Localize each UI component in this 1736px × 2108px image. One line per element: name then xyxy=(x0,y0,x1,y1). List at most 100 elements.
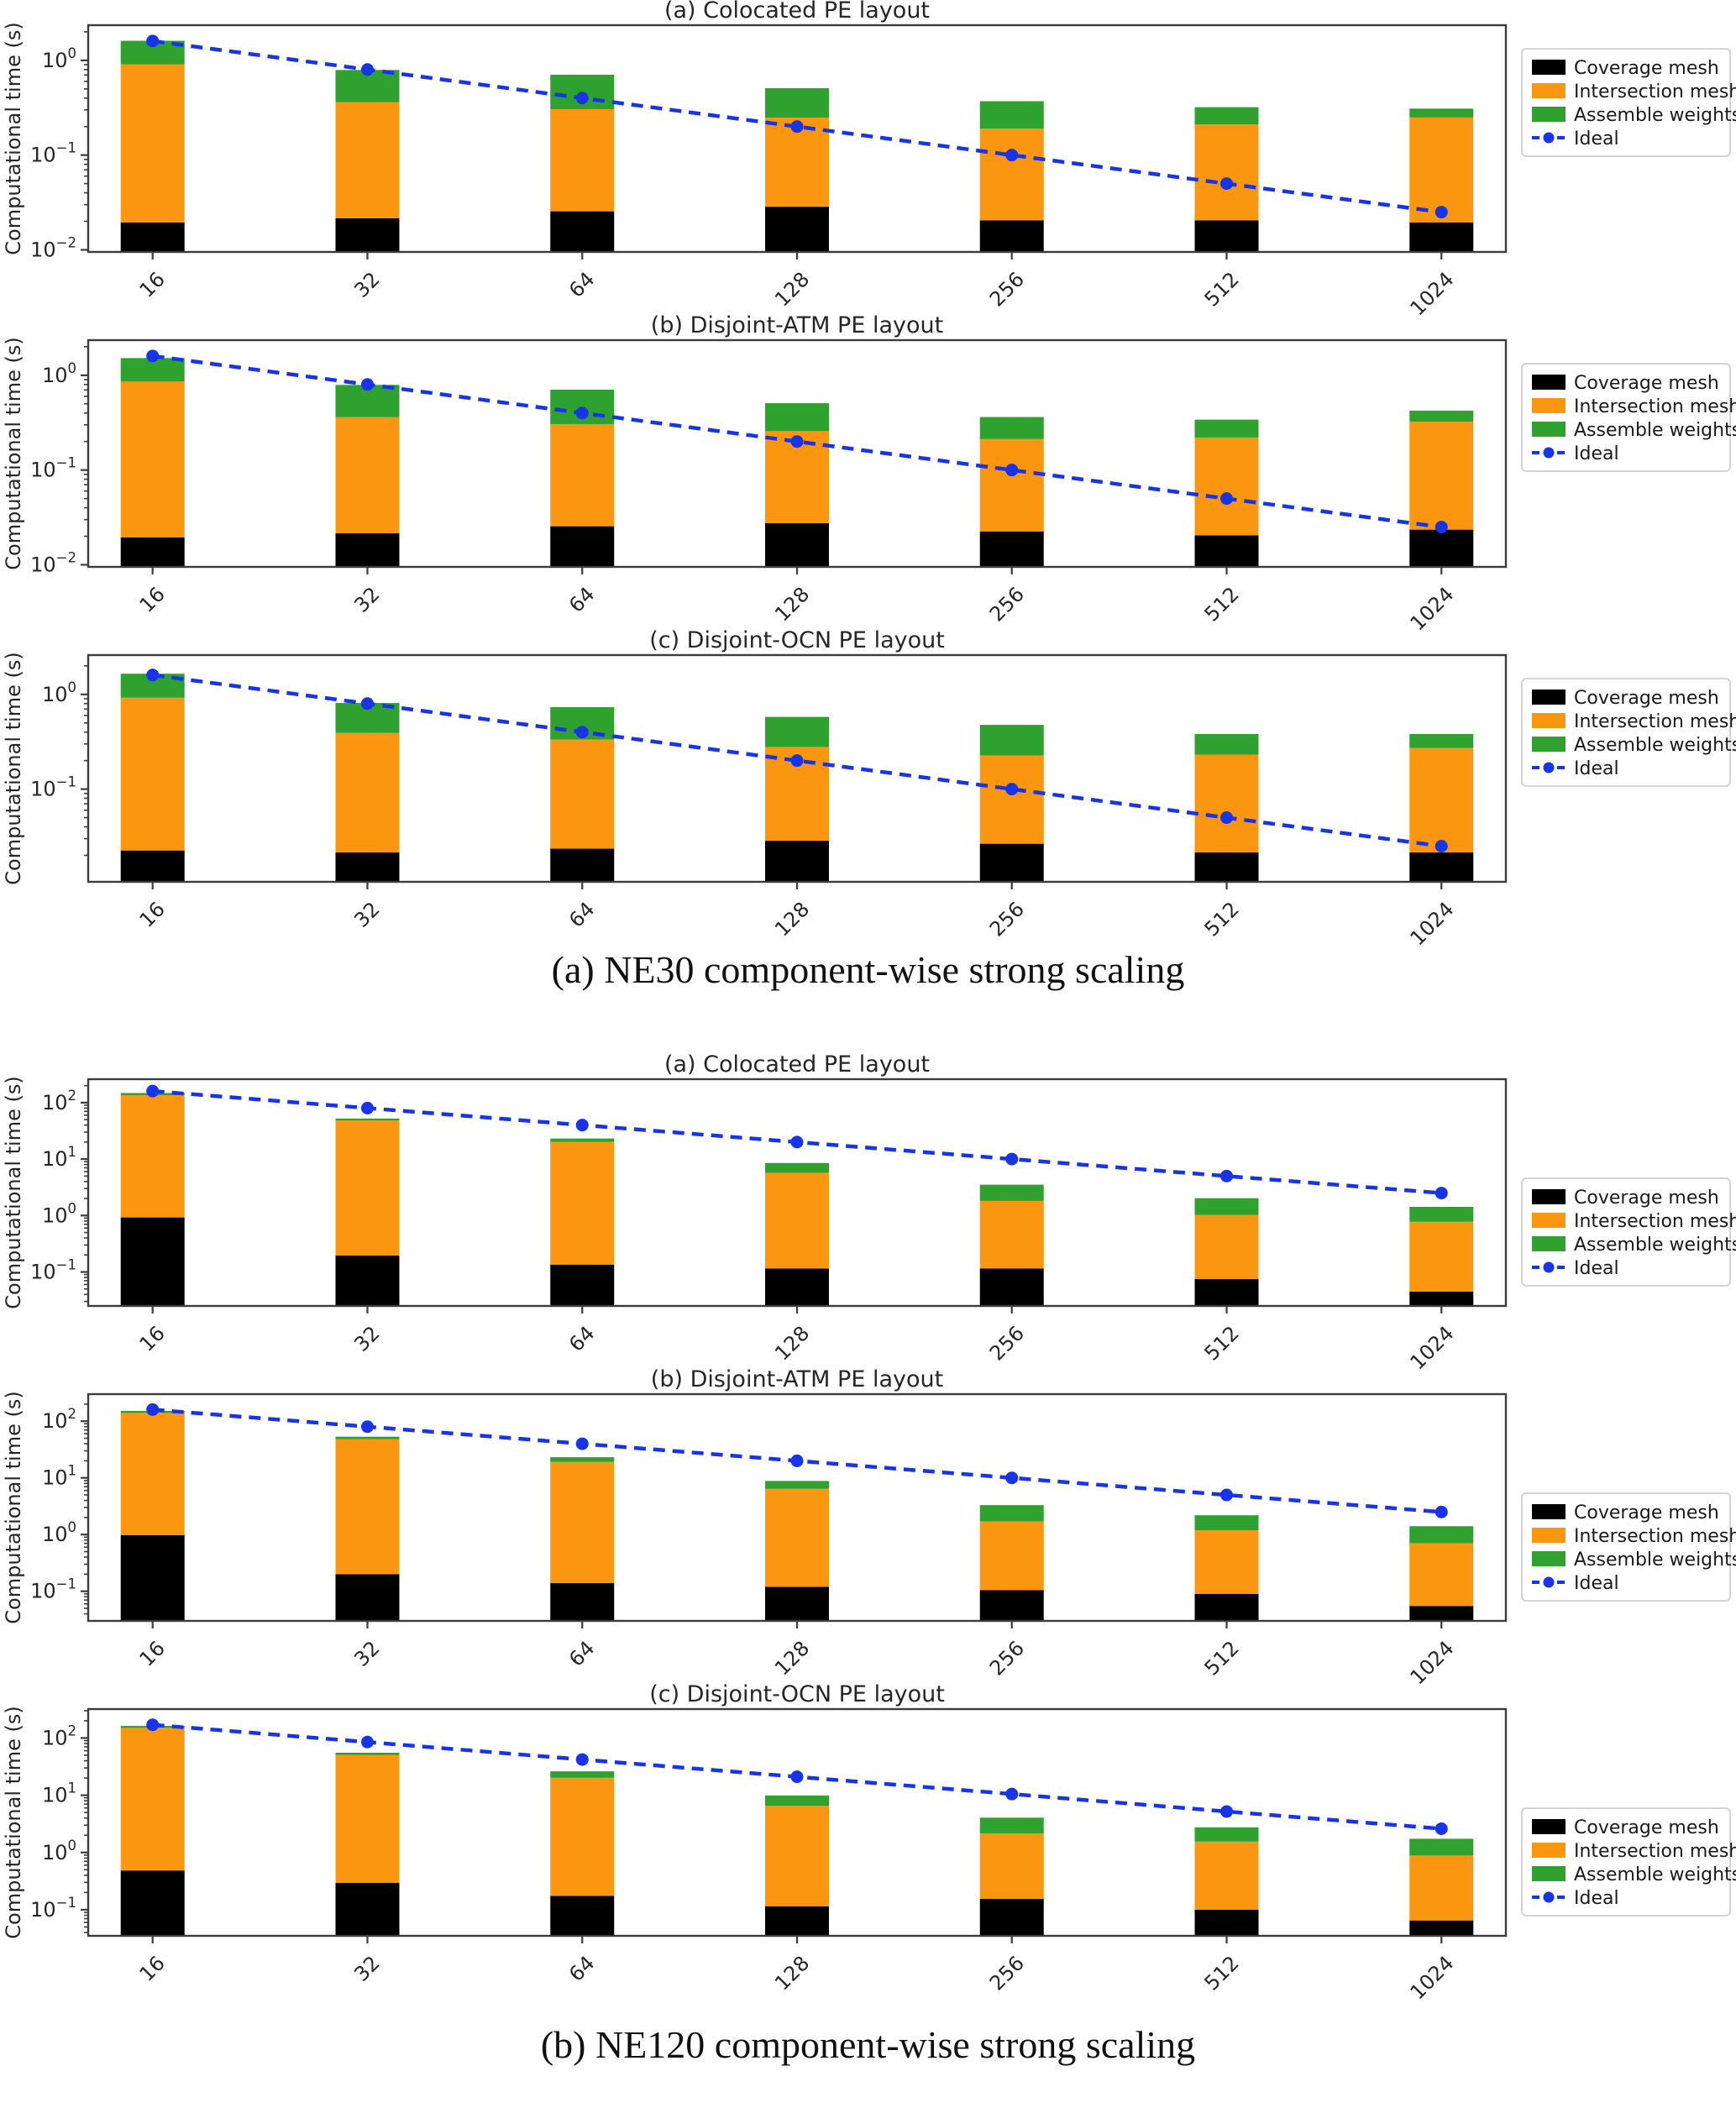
bar-segment-assemble xyxy=(765,1481,829,1489)
bar-segment-coverage xyxy=(120,537,185,567)
bar-segment-intersection xyxy=(120,1095,185,1218)
bar-segment-intersection xyxy=(979,128,1044,221)
legend-dot-ideal xyxy=(1543,132,1555,144)
ideal-point xyxy=(360,697,374,711)
bar-segment-intersection xyxy=(1194,124,1259,221)
bar-segment-assemble xyxy=(550,1771,615,1778)
legend-swatch-intersection-mesh xyxy=(1532,83,1566,98)
legend-swatch-assemble-weights xyxy=(1532,1551,1566,1566)
legend-label-intersection-mesh: Intersection mesh xyxy=(1574,81,1736,102)
bar-segment-coverage xyxy=(979,1590,1044,1621)
y-tick-label: 102 xyxy=(42,1723,76,1749)
bar-segment-assemble xyxy=(335,1752,400,1755)
ideal-point xyxy=(575,1119,589,1132)
bar-segment-assemble xyxy=(1194,1198,1259,1215)
y-tick-label: 101 xyxy=(42,1144,76,1171)
bar-segment-coverage xyxy=(1194,852,1259,882)
legend-box xyxy=(1521,1807,1731,1917)
ideal-point xyxy=(146,669,160,682)
bar-segment-intersection xyxy=(765,1488,829,1587)
x-tick-label: 1024 xyxy=(1406,897,1459,945)
bar-segment-assemble xyxy=(979,417,1044,439)
y-tick-label: 10−1 xyxy=(30,1576,76,1603)
bar-segment-intersection xyxy=(765,1806,829,1906)
y-tick-label: 100 xyxy=(42,679,76,706)
x-tick-label: 128 xyxy=(770,1636,814,1680)
legend-box xyxy=(1521,48,1731,157)
legend-label-intersection-mesh: Intersection mesh xyxy=(1574,1526,1736,1547)
ideal-point xyxy=(1434,1822,1448,1835)
ideal-point xyxy=(360,63,374,76)
x-tick-label: 16 xyxy=(135,267,170,302)
bar-segment-coverage xyxy=(550,848,615,882)
legend-label-intersection-mesh: Intersection mesh xyxy=(1574,396,1736,417)
ideal-point xyxy=(575,1753,589,1766)
ideal-point xyxy=(1434,521,1448,534)
bar-segment-coverage xyxy=(120,1870,185,1936)
chart-title: (b) Disjoint-ATM PE layout xyxy=(651,1369,943,1392)
bar-segment-intersection xyxy=(335,102,400,218)
bar-segment-assemble xyxy=(765,87,829,118)
bar-segment-intersection xyxy=(1409,1543,1474,1607)
bar-segment-intersection xyxy=(550,1141,615,1265)
ideal-point xyxy=(360,1735,374,1749)
ideal-point xyxy=(790,754,804,768)
bar-segment-assemble xyxy=(1194,734,1259,755)
legend-swatch-coverage-mesh xyxy=(1532,1504,1566,1519)
y-axis-label: Computational time (s) xyxy=(2,22,25,254)
plot-frame xyxy=(87,1707,1508,1938)
x-tick-label: 64 xyxy=(564,1951,599,1985)
bar-segment-coverage xyxy=(1409,222,1474,252)
x-tick-label: 64 xyxy=(564,267,599,302)
chart-title: (b) Disjoint-ATM PE layout xyxy=(651,315,943,338)
bar-segment-assemble xyxy=(1194,1515,1259,1531)
ideal-point xyxy=(1434,1505,1448,1518)
plot-frame xyxy=(87,338,1508,569)
bar-segment-intersection xyxy=(550,108,615,212)
ideal-point xyxy=(1005,1152,1019,1166)
bar-segment-coverage xyxy=(335,1256,400,1306)
bar-segment-intersection xyxy=(979,1521,1044,1591)
x-tick-label: 32 xyxy=(349,1321,384,1356)
x-tick-label: 256 xyxy=(985,897,1029,941)
legend-label-assemble-weights: Assemble weights xyxy=(1574,735,1736,756)
bar-segment-assemble xyxy=(1409,108,1474,118)
bar-segment-assemble xyxy=(335,1118,400,1121)
bar-segment-intersection xyxy=(979,438,1044,532)
ideal-point xyxy=(146,349,160,363)
bar-segment-coverage xyxy=(765,1268,829,1306)
legend-swatch-intersection-mesh xyxy=(1532,398,1566,413)
legend-swatch-coverage-mesh xyxy=(1532,60,1566,75)
bar-segment-intersection xyxy=(979,1200,1044,1269)
bar-segment-assemble xyxy=(1194,1827,1259,1842)
bar-segment-coverage xyxy=(979,220,1044,252)
x-tick-label: 32 xyxy=(349,1636,384,1670)
chart-ne30-disjoint-atm: (b) Disjoint-ATM PE layout Computational … xyxy=(0,315,1736,630)
ideal-point xyxy=(360,378,374,391)
ideal-point xyxy=(790,1135,804,1149)
y-axis-label: Computational time (s) xyxy=(2,1076,25,1308)
bar-segment-coverage xyxy=(765,841,829,882)
ideal-point xyxy=(1220,492,1234,506)
y-tick-label: 100 xyxy=(42,45,76,72)
bar-segment-intersection xyxy=(1409,117,1474,223)
legend-swatch-coverage-mesh xyxy=(1532,1189,1566,1204)
ideal-point xyxy=(1220,811,1234,825)
y-tick-label: 101 xyxy=(42,1463,76,1490)
chart-ne120-colocated: (a) Colocated PE layout Computational tim… xyxy=(0,1054,1736,1369)
y-tick-label: 102 xyxy=(42,1406,76,1433)
y-tick-label: 10−1 xyxy=(30,455,76,482)
x-tick-label: 1024 xyxy=(1406,267,1459,315)
legend-label-coverage-mesh: Coverage mesh xyxy=(1574,373,1719,394)
legend-box xyxy=(1521,363,1731,472)
bar-segment-coverage xyxy=(1409,1920,1474,1936)
bar-segment-assemble xyxy=(550,1457,615,1462)
bar-segment-coverage xyxy=(550,1896,615,1936)
legend-label-assemble-weights: Assemble weights xyxy=(1574,1864,1736,1885)
x-tick-label: 16 xyxy=(135,1636,170,1670)
bar-segment-assemble xyxy=(979,725,1044,756)
bar-segment-coverage xyxy=(1194,1593,1259,1621)
